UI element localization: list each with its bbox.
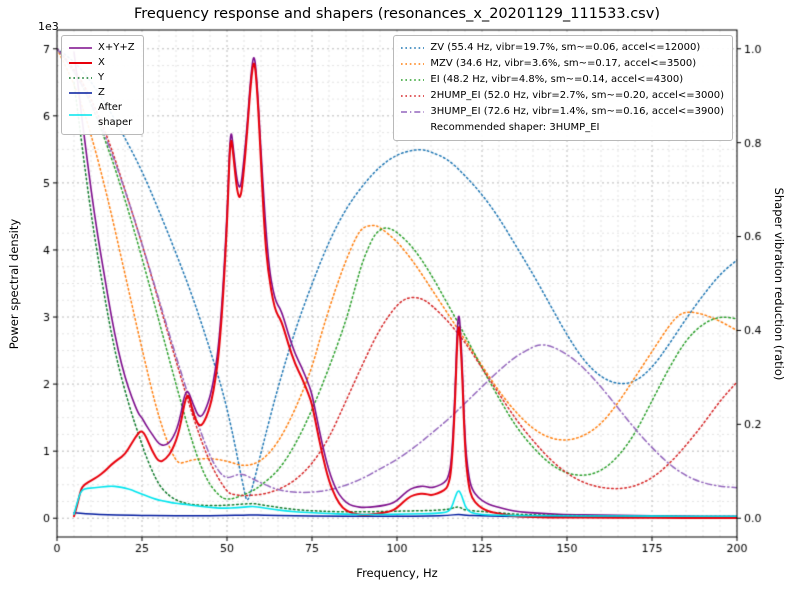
legend-item-label: 2HUMP_EI (52.0 Hz, vibr=2.7%, sm~=0.20, … [430, 90, 724, 101]
legend-shapers: ZV (55.4 Hz, vibr=19.7%, sm~=0.06, accel… [393, 35, 733, 141]
legend-item: 3HUMP_EI (72.6 Hz, vibr=1.4%, sm~=0.16, … [400, 104, 724, 120]
y-axis-label-right: Shaper vibration reduction (ratio) [772, 187, 786, 381]
legend-item-label: ZV (55.4 Hz, vibr=19.7%, sm~=0.06, accel… [430, 42, 701, 53]
legend-item: X+Y+Z [68, 40, 135, 55]
recommended-shaper-note: Recommended shaper: 3HUMP_EI [430, 122, 600, 133]
legend-item: MZV (34.6 Hz, vibr=3.6%, sm~=0.17, accel… [400, 56, 724, 72]
legend-item: EI (48.2 Hz, vibr=4.8%, sm~=0.14, accel<… [400, 72, 724, 88]
legend-line-sample [69, 76, 92, 79]
legend-item-label: EI (48.2 Hz, vibr=4.8%, sm~=0.14, accel<… [430, 74, 684, 85]
legend-item: Y [68, 70, 135, 85]
legend-item-label: X+Y+Z [98, 42, 135, 53]
legend-line-sample [69, 114, 92, 116]
y-axis-label-left: Power spectral density [7, 218, 21, 350]
chart-title: Frequency response and shapers (resonanc… [134, 6, 660, 22]
legend-line-sample [401, 95, 425, 97]
legend-line-sample [401, 63, 425, 65]
legend-item: ZV (55.4 Hz, vibr=19.7%, sm~=0.06, accel… [400, 40, 724, 56]
legend-item: X [68, 55, 135, 70]
legend-line-sample [69, 91, 92, 94]
legend-line-sample [401, 47, 425, 49]
legend-item-label: 3HUMP_EI (72.6 Hz, vibr=1.4%, sm~=0.16, … [430, 106, 724, 117]
legend-item: 2HUMP_EI (52.0 Hz, vibr=2.7%, sm~=0.20, … [400, 88, 724, 104]
legend-item-label: Y [98, 72, 105, 83]
legend-psd: X+Y+Z X Y Z After shaper [61, 35, 144, 135]
legend-item-label: Z [98, 87, 105, 98]
legend-item: After shaper [68, 100, 135, 130]
legend-line-sample [69, 61, 92, 64]
legend-item: Z [68, 85, 135, 100]
legend-item-label: X [98, 57, 105, 68]
legend-line-sample [69, 46, 92, 49]
legend-line-sample [401, 111, 425, 113]
legend-item-label: After shaper [98, 102, 133, 128]
axis-offset-text: 1e3 [38, 20, 59, 33]
legend-line-sample [401, 79, 425, 81]
x-axis-label: Frequency, Hz [356, 566, 438, 580]
legend-item-label: MZV (34.6 Hz, vibr=3.6%, sm~=0.17, accel… [430, 58, 697, 69]
